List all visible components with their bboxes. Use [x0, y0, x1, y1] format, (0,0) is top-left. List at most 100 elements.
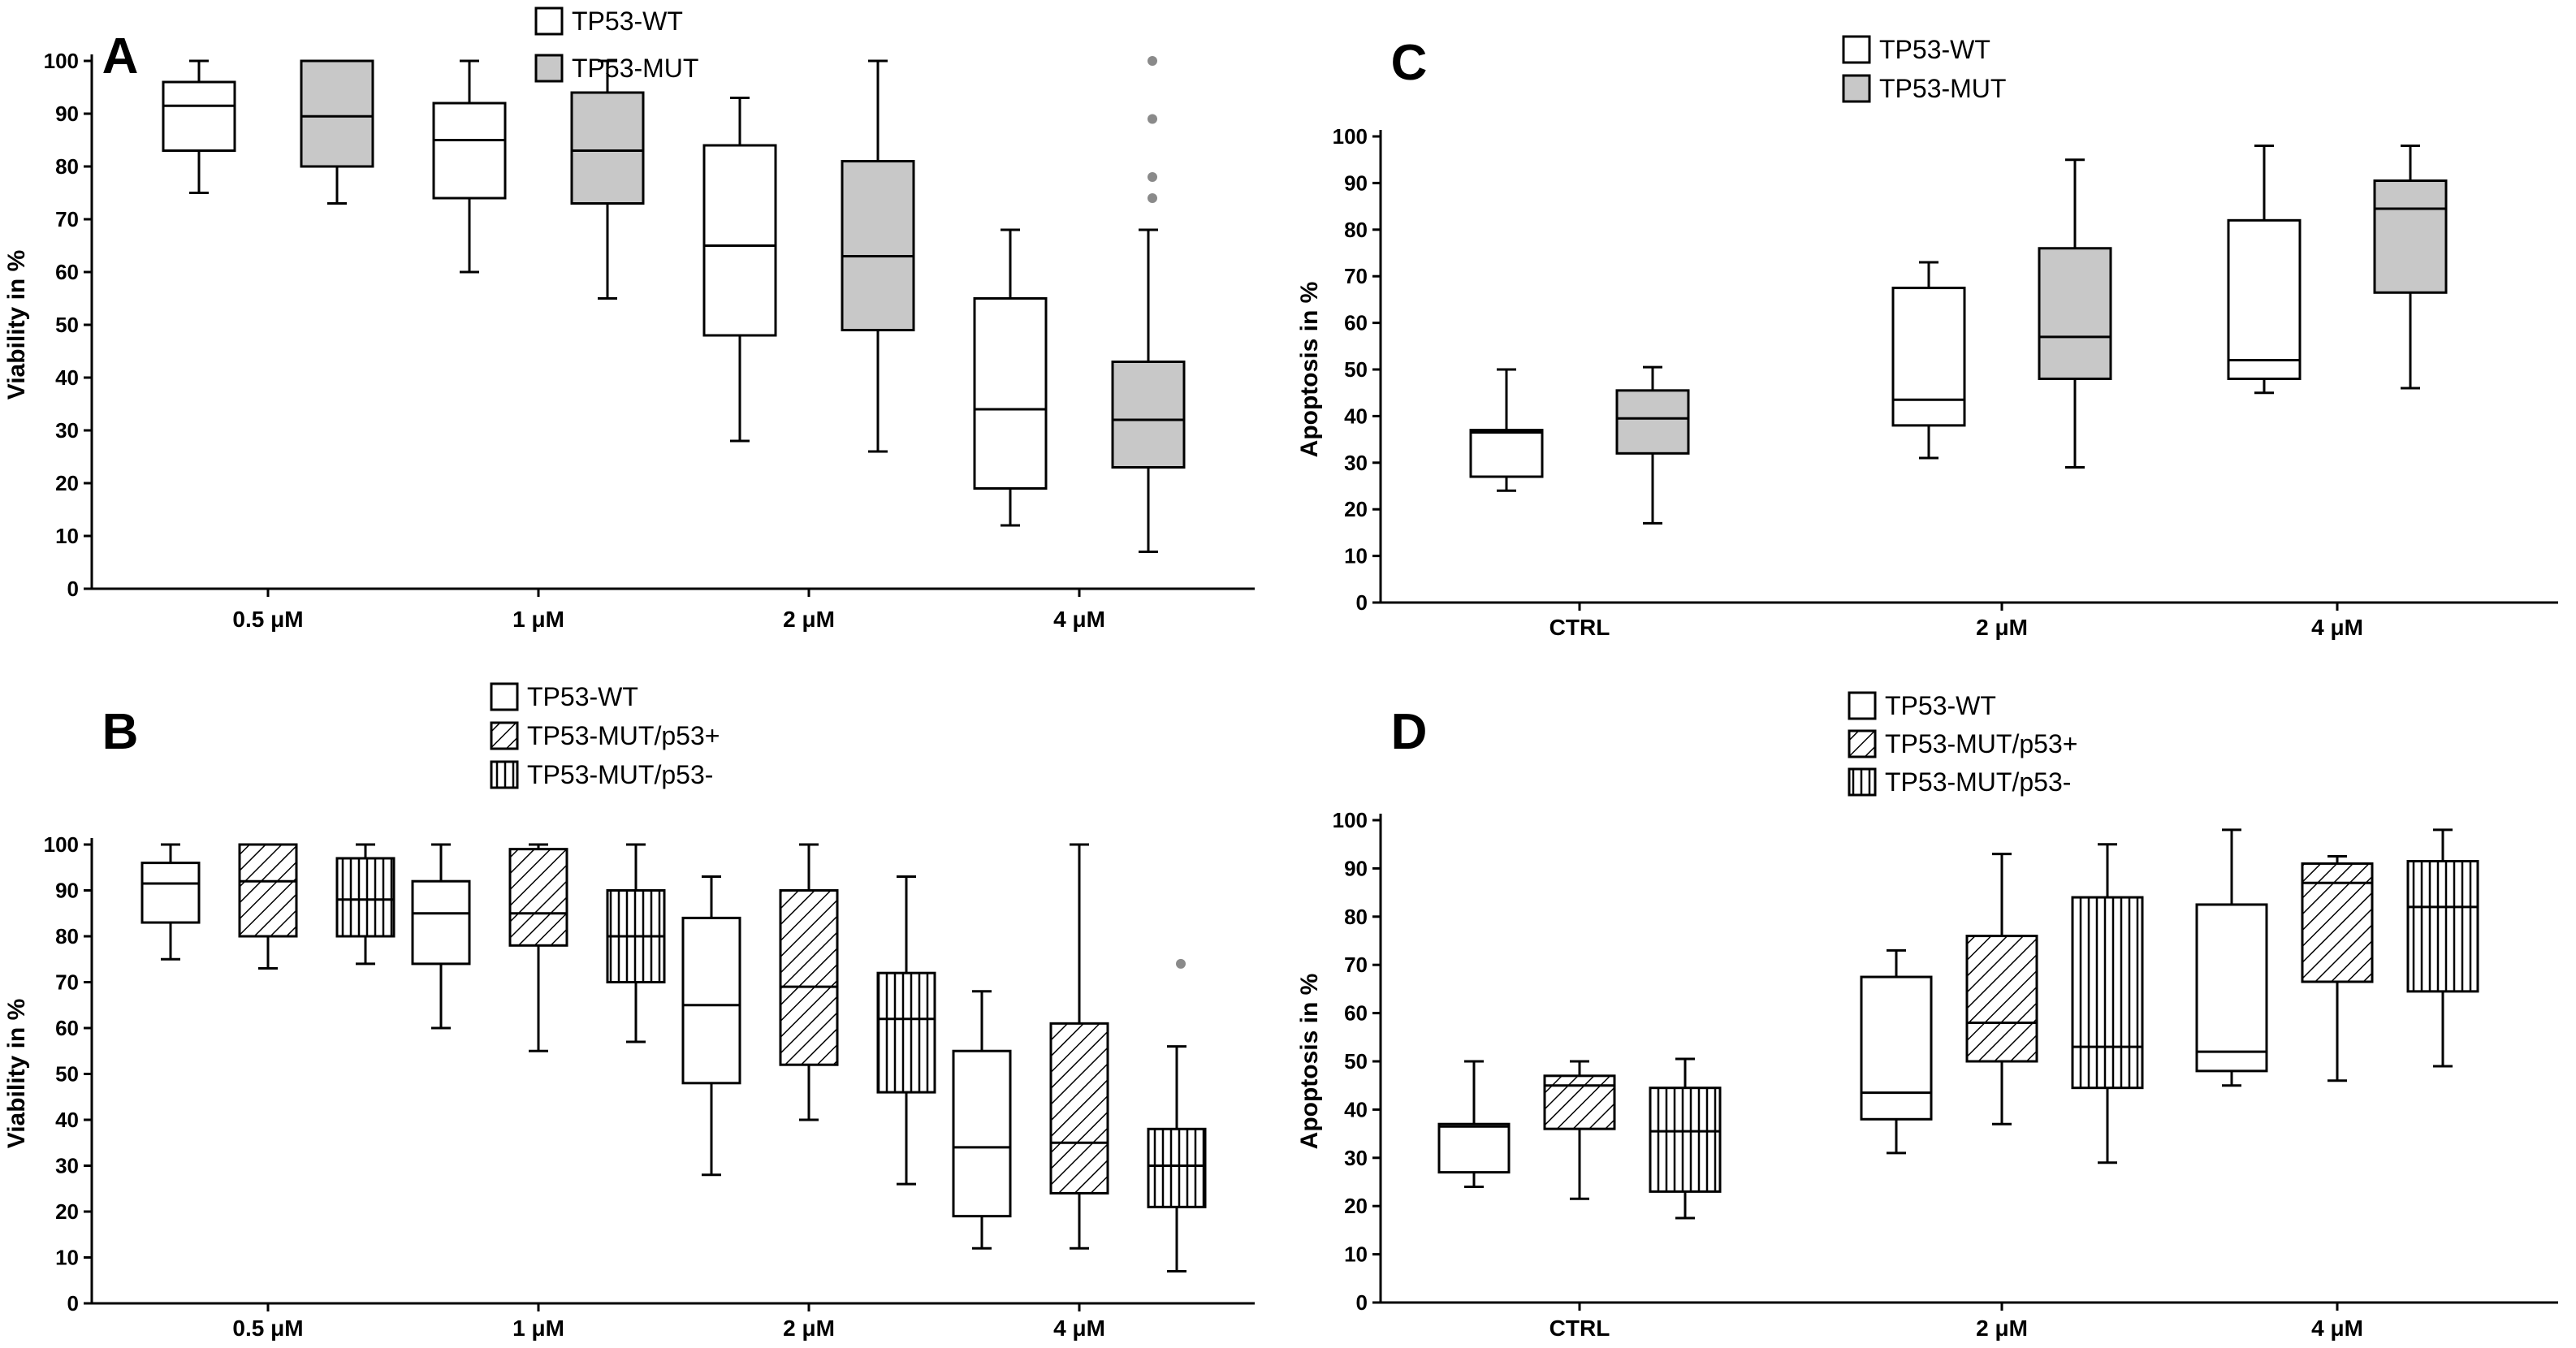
box-iqr [2227, 218, 2302, 380]
legend-swatch [490, 760, 519, 789]
legend-label: TP53-MUT/p53+ [1885, 729, 2077, 758]
box-iqr [1049, 1022, 1109, 1195]
y-tick-label: 90 [55, 102, 79, 126]
x-tick-label: 1 μM [512, 1316, 564, 1341]
box-tp53-mut [1111, 56, 1186, 553]
x-tick-label: 2 μM [1976, 615, 2028, 640]
box-tp53-mut-p53- [1965, 853, 2038, 1125]
y-tick-label: 60 [55, 1016, 79, 1040]
box-tp53-wt [432, 59, 507, 274]
y-tick-label: 100 [44, 49, 79, 73]
x-tick-label: 0.5 μM [232, 1316, 303, 1341]
legend-swatch [1848, 767, 1877, 797]
box-iqr [779, 889, 839, 1066]
box-tp53-mut [2373, 144, 2448, 390]
x-tick-label: CTRL [1549, 1316, 1610, 1341]
y-tick-label: 90 [1344, 856, 1368, 880]
y-tick-label: 20 [55, 1199, 79, 1224]
box-tp53-wt [973, 228, 1048, 527]
box-tp53-mut-p53- [1543, 1060, 1616, 1200]
legend-label: TP53-MUT/p53- [527, 760, 713, 789]
y-tick-label: 80 [1344, 218, 1368, 242]
legend-swatch [1842, 35, 1871, 64]
y-tick-label: 70 [1344, 264, 1368, 288]
box-iqr [876, 971, 936, 1094]
box-tp53-wt [1860, 948, 1933, 1155]
y-tick-label: 10 [1344, 1242, 1368, 1267]
y-tick-label: 90 [1344, 171, 1368, 195]
y-tick-label: 0 [67, 577, 79, 601]
outlier-point [1148, 114, 1157, 124]
x-tick-label: 4 μM [1053, 607, 1105, 632]
box-tp53-wt [1437, 1060, 1511, 1188]
x-tick-label: 2 μM [783, 1316, 835, 1341]
legend-swatch [534, 54, 564, 83]
y-tick-label: 30 [55, 418, 79, 443]
box-tp53-wt [952, 990, 1012, 1250]
box-tp53-wt [162, 59, 236, 194]
box-iqr [2195, 903, 2268, 1073]
y-tick-label: 100 [1333, 124, 1368, 149]
box-tp53-mut [300, 59, 374, 205]
y-tick-label: 30 [1344, 1146, 1368, 1170]
legend-label: TP53-WT [572, 6, 683, 36]
box-iqr [1437, 1122, 1511, 1174]
panel-letter: D [1391, 704, 1428, 760]
box-tp53-wt [681, 875, 741, 1177]
box-tp53-wt [2227, 144, 2302, 395]
panel-b: B Viability in % 0 10 20 30 40 50 60 70 80 90 100 0.5… [3, 682, 1255, 1341]
y-tick-label: 10 [55, 524, 79, 548]
x-tick-label: 1 μM [512, 607, 564, 632]
y-tick-label: 60 [55, 260, 79, 284]
legend-swatch [1848, 691, 1877, 720]
box-iqr [702, 144, 777, 337]
box-tp53-mut-p53- [508, 843, 568, 1052]
y-tick-label: 50 [1344, 357, 1368, 382]
legend-label: TP53-MUT/p53- [1885, 767, 2071, 797]
box-iqr [411, 879, 471, 966]
box-iqr [1147, 1127, 1207, 1208]
box-iqr [1965, 935, 2038, 1063]
y-tick-label: 40 [55, 365, 79, 390]
box-iqr [973, 297, 1048, 490]
box-tp53-mut-p53- [335, 843, 395, 966]
outlier-point [1148, 193, 1157, 203]
y-tick-label: 30 [55, 1154, 79, 1178]
box-tp53-mut-p53- [2301, 855, 2374, 1082]
y-tick-label: 100 [1333, 808, 1368, 832]
y-axis-title: Apoptosis in % [1296, 974, 1323, 1150]
box-iqr [2373, 179, 2448, 294]
x-tick-label: 4 μM [2311, 615, 2363, 640]
y-tick-label: 20 [1344, 497, 1368, 521]
y-tick-label: 40 [55, 1108, 79, 1132]
y-tick-label: 70 [55, 207, 79, 231]
box-tp53-mut-p53- [2071, 843, 2144, 1164]
y-axis-title: Viability in % [3, 999, 30, 1149]
panel-c: C Apoptosis in % 0 10 20 30 40 50 60 70 80 90 100 CTR… [1296, 35, 2558, 640]
box-tp53-wt [140, 843, 201, 961]
box-tp53-mut-p53- [2406, 828, 2479, 1068]
legend-swatch [1842, 74, 1871, 103]
box-iqr [2071, 896, 2144, 1090]
y-tick-label: 50 [55, 1062, 79, 1087]
y-tick-label: 80 [1344, 905, 1368, 929]
y-tick-label: 70 [55, 970, 79, 995]
panel-letter: B [102, 704, 139, 760]
y-tick-label: 50 [55, 313, 79, 337]
y-axis-title: Viability in % [3, 250, 30, 400]
legend-label: TP53-WT [1885, 691, 1996, 720]
panel-a: A Viability in % 0 10 20 30 40 50 60 70 80 90 100 0.5… [3, 6, 1255, 632]
y-tick-label: 40 [1344, 404, 1368, 428]
box-tp53-wt [411, 843, 471, 1030]
box-iqr [1891, 287, 1966, 427]
box-tp53-mut-p53- [1147, 958, 1207, 1272]
panel-letter: A [102, 28, 139, 84]
box-iqr [2406, 859, 2479, 993]
legend: TP53-WT TP53-MUT [1842, 35, 2006, 103]
box-iqr [1860, 975, 1933, 1121]
y-tick-label: 10 [1344, 544, 1368, 568]
box-iqr [162, 80, 236, 152]
y-tick-label: 40 [1344, 1097, 1368, 1121]
box-iqr [2301, 862, 2374, 983]
